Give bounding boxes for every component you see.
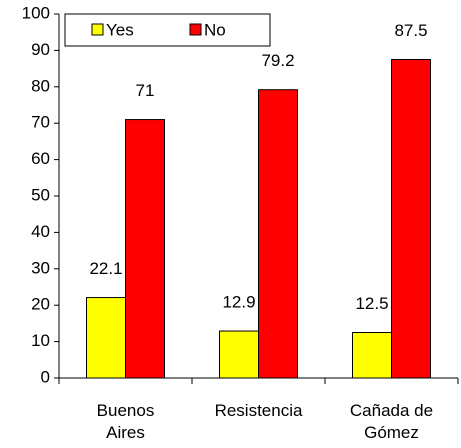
legend-swatch xyxy=(91,23,104,36)
legend-label: Yes xyxy=(106,20,134,39)
legend-swatch xyxy=(189,23,202,36)
value-label: 79.2 xyxy=(261,51,294,70)
value-label: 87.5 xyxy=(394,21,427,40)
value-label: 12.9 xyxy=(222,293,255,312)
bar xyxy=(352,332,392,379)
legend-label: No xyxy=(204,20,226,39)
y-tick-label: 20 xyxy=(31,295,50,314)
y-tick-label: 70 xyxy=(31,113,50,132)
x-tick-label: Resistencia xyxy=(214,401,303,420)
bar xyxy=(125,119,165,379)
x-tick-label: Buenos Aires xyxy=(96,401,155,442)
y-tick-label: 10 xyxy=(31,331,50,350)
y-tick-label: 40 xyxy=(31,222,50,241)
y-tick-label: 80 xyxy=(31,76,50,95)
x-tick-label: Cañada de Gómez xyxy=(349,401,434,442)
y-tick-label: 50 xyxy=(31,185,50,204)
value-label: 22.1 xyxy=(89,259,122,278)
y-tick-label: 60 xyxy=(31,149,50,168)
bar xyxy=(86,297,126,379)
value-label: 71 xyxy=(136,81,155,100)
bar xyxy=(391,59,431,379)
y-tick-label: 0 xyxy=(41,367,50,386)
y-tick-label: 90 xyxy=(31,40,50,59)
bar xyxy=(219,330,259,379)
bar xyxy=(258,89,298,379)
y-tick-label: 30 xyxy=(31,258,50,277)
y-tick-label: 100 xyxy=(22,3,50,22)
value-label: 12.5 xyxy=(355,294,388,313)
